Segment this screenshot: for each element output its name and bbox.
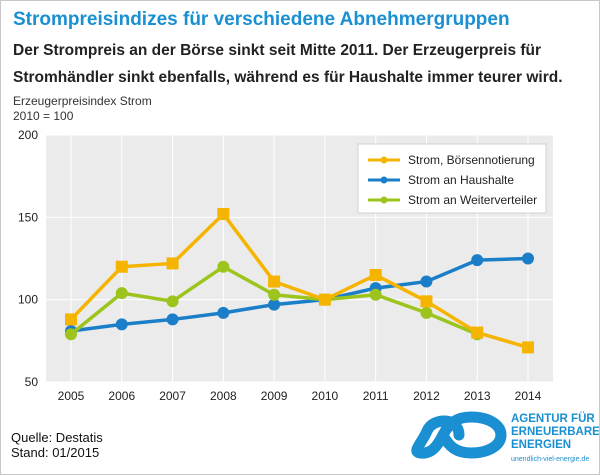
x-tick-label: 2010 [312,389,339,403]
data-point [522,341,534,354]
data-point [318,293,331,306]
legend-label: Strom an Haushalte [408,173,514,187]
x-tick-label: 2008 [210,389,237,403]
legend-swatch-marker [380,156,388,164]
data-point [217,260,230,273]
data-point [166,295,179,308]
x-tick-label: 2011 [363,389,389,403]
chart-subtitle: Der Strompreis an der Börse sinkt seit M… [13,37,593,91]
y-tick-label: 200 [18,128,38,142]
legend-swatch-marker [380,196,388,204]
subtitle-line: Der Strompreis an der Börse sinkt seit M… [13,42,542,59]
data-point [369,288,382,301]
data-point [268,275,281,288]
logo-url: unendlich-viel-energie.de [511,456,590,463]
data-point [217,306,230,319]
data-point [65,313,77,326]
data-point [420,306,433,319]
infinity-logo-icon [411,411,507,459]
agency-logo-text: AGENTUR FÜR ERNEUERBARE ENERGIEN unendli… [511,413,600,466]
data-point [522,252,534,265]
data-point [166,313,179,326]
x-tick-label: 2013 [464,389,491,403]
series-line [70,256,529,333]
data-point [115,318,128,331]
y-axis-base-note: 2010 = 100 [13,109,74,123]
legend-swatch-marker [380,176,388,184]
series-line [69,212,529,350]
data-point [420,275,433,288]
y-axis-title: Erzeugerpreisindex Strom 2010 = 100 [13,94,152,124]
infinity-path [411,411,507,459]
data-point [217,208,230,221]
data-point [268,298,281,311]
data-point [420,295,433,308]
x-tick-label: 2007 [159,389,186,403]
data-point [65,328,77,341]
x-tick-label: 2009 [261,389,288,403]
legend-label: Strom, Börsennotierung [408,153,535,167]
x-tick-label: 2005 [58,389,85,403]
data-point [268,288,281,301]
x-tick-label: 2006 [108,389,135,403]
y-tick-label: 100 [18,293,38,307]
y-axis-title-line: Erzeugerpreisindex Strom [13,94,152,108]
data-point [166,257,179,270]
data-point [471,326,484,339]
data-point [115,287,128,300]
chart-title: Strompreisindizes für verschiedene Abneh… [13,9,510,30]
legend-label: Strom an Weiterverteiler [408,193,537,207]
source-line: Quelle: Destatis [11,430,103,445]
logo-line: ERNEUERBARE [511,426,600,438]
data-point [471,254,484,267]
y-tick-label: 150 [18,210,38,224]
x-tick-label: 2012 [413,389,440,403]
date-line: Stand: 01/2015 [11,445,100,460]
logo-line: ENERGIEN [511,439,572,451]
logo-line: AGENTUR FÜR [511,413,595,425]
data-point [115,260,128,273]
subtitle-line: Stromhändler sinkt ebenfalls, während es… [13,69,563,86]
source-note: Quelle: Destatis Stand: 01/2015 [11,430,103,460]
x-tick-label: 2014 [515,389,542,403]
data-point [369,268,382,281]
y-tick-label: 50 [25,375,39,389]
